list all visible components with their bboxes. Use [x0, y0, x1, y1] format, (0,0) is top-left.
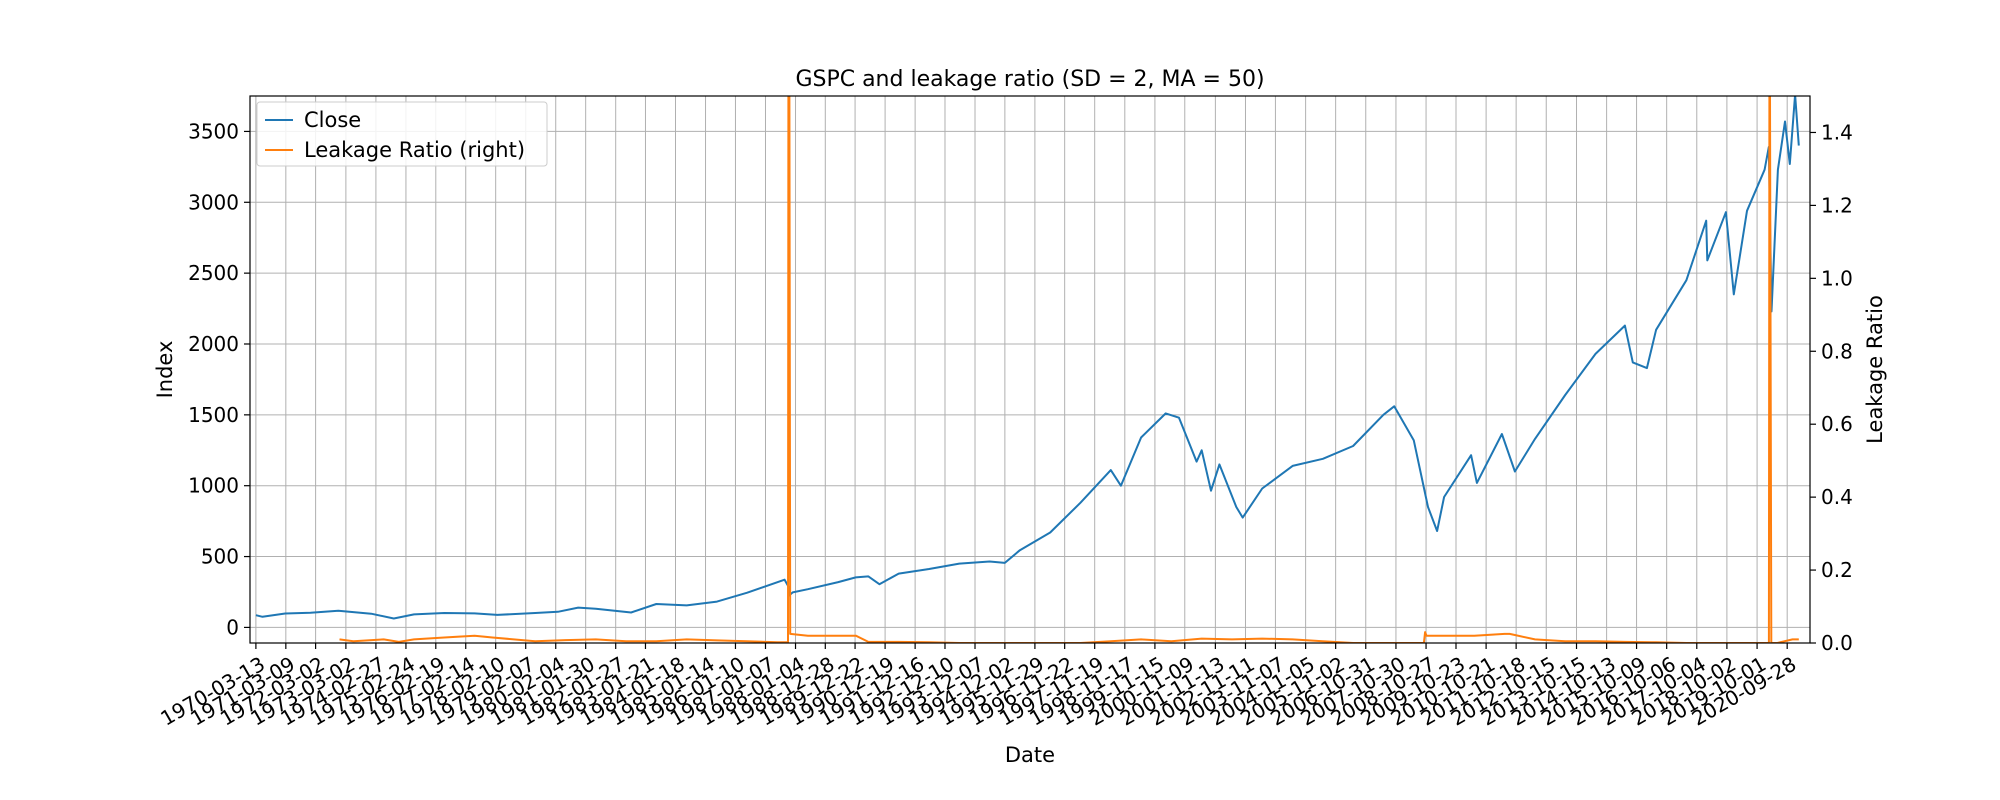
y2-tick-label: 1.2	[1821, 193, 1853, 217]
y-tick-label: 1000	[188, 474, 239, 498]
y2-tick-label: 1.0	[1821, 266, 1853, 290]
data-series	[255, 96, 1800, 643]
y2-axis-label: Leakage Ratio	[1863, 295, 1887, 444]
y-tick-label: 1500	[188, 403, 239, 427]
axes: 0 500 1000 1500 2000 2500 3000 3500 0.0 0.2 0.4 0.6…	[156, 119, 1852, 730]
legend: Close Leakage Ratio (right)	[256, 101, 548, 167]
series-leakage-ratio-line	[339, 96, 1799, 643]
legend-entry-close: Close	[304, 108, 361, 132]
plot-frame	[249, 95, 1811, 644]
y-tick-label: 500	[201, 545, 239, 569]
y-tick-label: 2000	[188, 332, 239, 356]
y2-tick-label: 1.4	[1821, 120, 1853, 144]
y2-tick-label: 0.2	[1821, 558, 1853, 582]
y2-tick-label: 0.8	[1821, 339, 1853, 363]
legend-box	[256, 101, 548, 167]
y-tick-label: 3000	[188, 190, 239, 214]
y-axis-label: Index	[153, 341, 177, 399]
series-close-line	[255, 96, 1800, 620]
y2-tick-label: 0.4	[1821, 485, 1853, 509]
y-tick-label: 2500	[188, 261, 239, 285]
grid-lines	[250, 96, 1810, 643]
y2-tick-label: 0.0	[1821, 631, 1853, 655]
y-tick-label: 0	[226, 615, 239, 639]
y2-tick-label: 0.6	[1821, 412, 1853, 436]
legend-entry-leakage-ratio: Leakage Ratio (right)	[304, 138, 525, 162]
chart-title: GSPC and leakage ratio (SD = 2, MA = 50)	[795, 67, 1264, 92]
y-tick-label: 3500	[188, 119, 239, 143]
x-axis-label: Date	[1005, 743, 1055, 767]
